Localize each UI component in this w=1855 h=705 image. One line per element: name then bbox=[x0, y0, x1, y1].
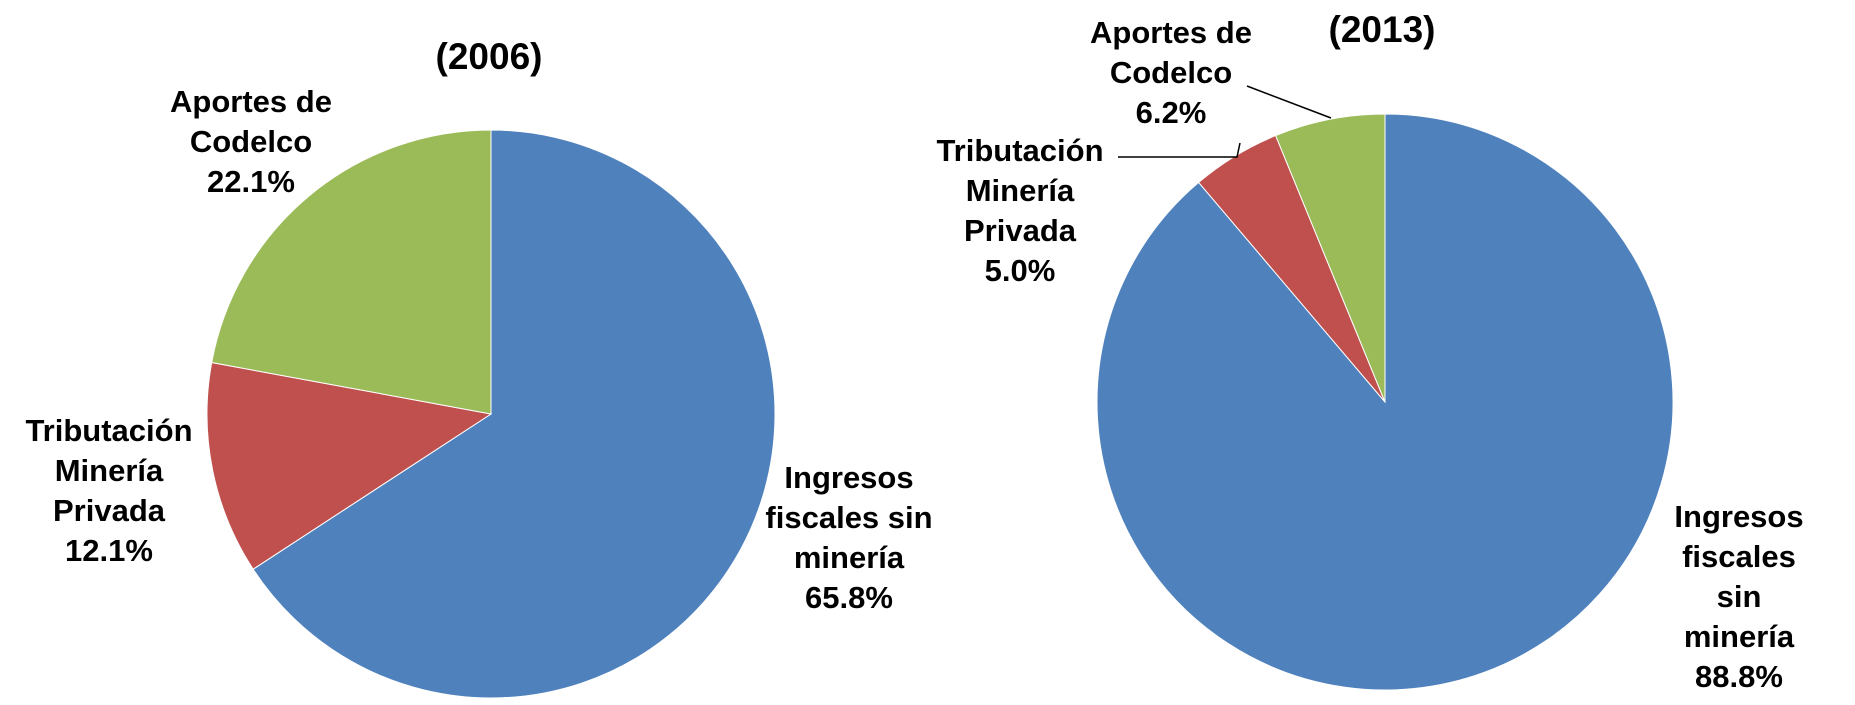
category-label: Tributación Minería Privada bbox=[936, 133, 1104, 248]
value-label: 6.2% bbox=[1135, 95, 1207, 130]
category-label: Tributación Minería Privada bbox=[25, 413, 193, 528]
category-label: Aportes de Codelco bbox=[170, 84, 332, 159]
data-label: Tributación Minería Privada 12.1% bbox=[25, 411, 192, 571]
leader-line bbox=[1118, 142, 1241, 158]
value-label: 88.8% bbox=[1695, 659, 1783, 694]
category-label: Ingresos fiscales sin minería bbox=[1674, 499, 1804, 654]
value-label: 5.0% bbox=[984, 253, 1056, 288]
leader-line bbox=[1246, 85, 1332, 119]
chart-title: (2013) bbox=[1328, 9, 1436, 50]
data-label: Tributación Minería Privada 5.0% bbox=[936, 131, 1103, 291]
chart-title: (2006) bbox=[435, 36, 543, 77]
pie-slice bbox=[1274, 113, 1386, 403]
data-label: Aportes de Codelco 22.1% bbox=[170, 82, 332, 202]
value-label: 12.1% bbox=[65, 533, 153, 568]
pie-slice bbox=[211, 129, 492, 415]
data-label: Ingresos fiscales sin minería 88.8% bbox=[1674, 497, 1803, 697]
category-label: Aportes de Codelco bbox=[1090, 15, 1252, 90]
pie-slice bbox=[252, 129, 776, 699]
value-label: 22.1% bbox=[207, 164, 295, 199]
value-label: 65.8% bbox=[805, 580, 893, 615]
category-label: Ingresos fiscales sin minería bbox=[765, 460, 933, 575]
pie-slice bbox=[206, 361, 493, 570]
data-label: Ingresos fiscales sin minería 65.8% bbox=[765, 458, 932, 618]
data-label: Aportes de Codelco 6.2% bbox=[1090, 13, 1252, 133]
